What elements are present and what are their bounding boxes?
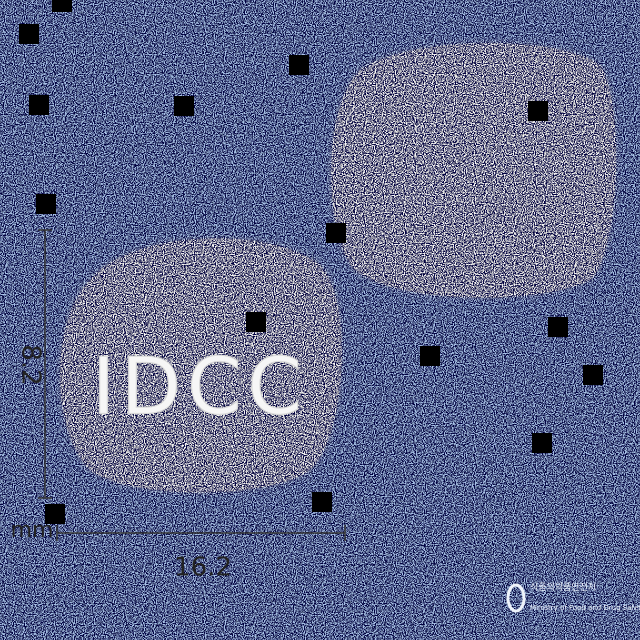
pill-imprint: IDCC: [92, 342, 308, 432]
block: [583, 365, 603, 385]
watermark-korean: 식품의약품안전처: [530, 581, 596, 593]
block: [19, 24, 39, 44]
block: [420, 346, 440, 366]
noise-blocks: [19, 0, 603, 524]
block: [532, 433, 552, 453]
block: [528, 101, 548, 121]
block: [29, 95, 49, 115]
dimension-lines: [38, 229, 346, 541]
watermark: 식품의약품안전처 Ministry of Food and Drug Safet…: [506, 581, 640, 613]
block: [52, 0, 72, 12]
block: [548, 317, 568, 337]
width-label: 16.2: [174, 553, 232, 583]
height-label: 8.2: [16, 344, 46, 385]
watermark-english: Ministry of Food and Drug Safety: [530, 604, 640, 612]
block: [174, 96, 194, 116]
pill-front: [60, 238, 342, 493]
block: [246, 312, 266, 332]
block: [312, 492, 332, 512]
block: [326, 223, 346, 243]
block: [289, 55, 309, 75]
block: [36, 194, 56, 214]
block: [45, 504, 65, 524]
watermark-logo: [506, 583, 526, 613]
pill-back: [331, 43, 617, 298]
